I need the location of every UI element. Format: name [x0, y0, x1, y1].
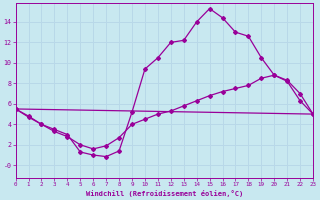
X-axis label: Windchill (Refroidissement éolien,°C): Windchill (Refroidissement éolien,°C) [86, 190, 243, 197]
